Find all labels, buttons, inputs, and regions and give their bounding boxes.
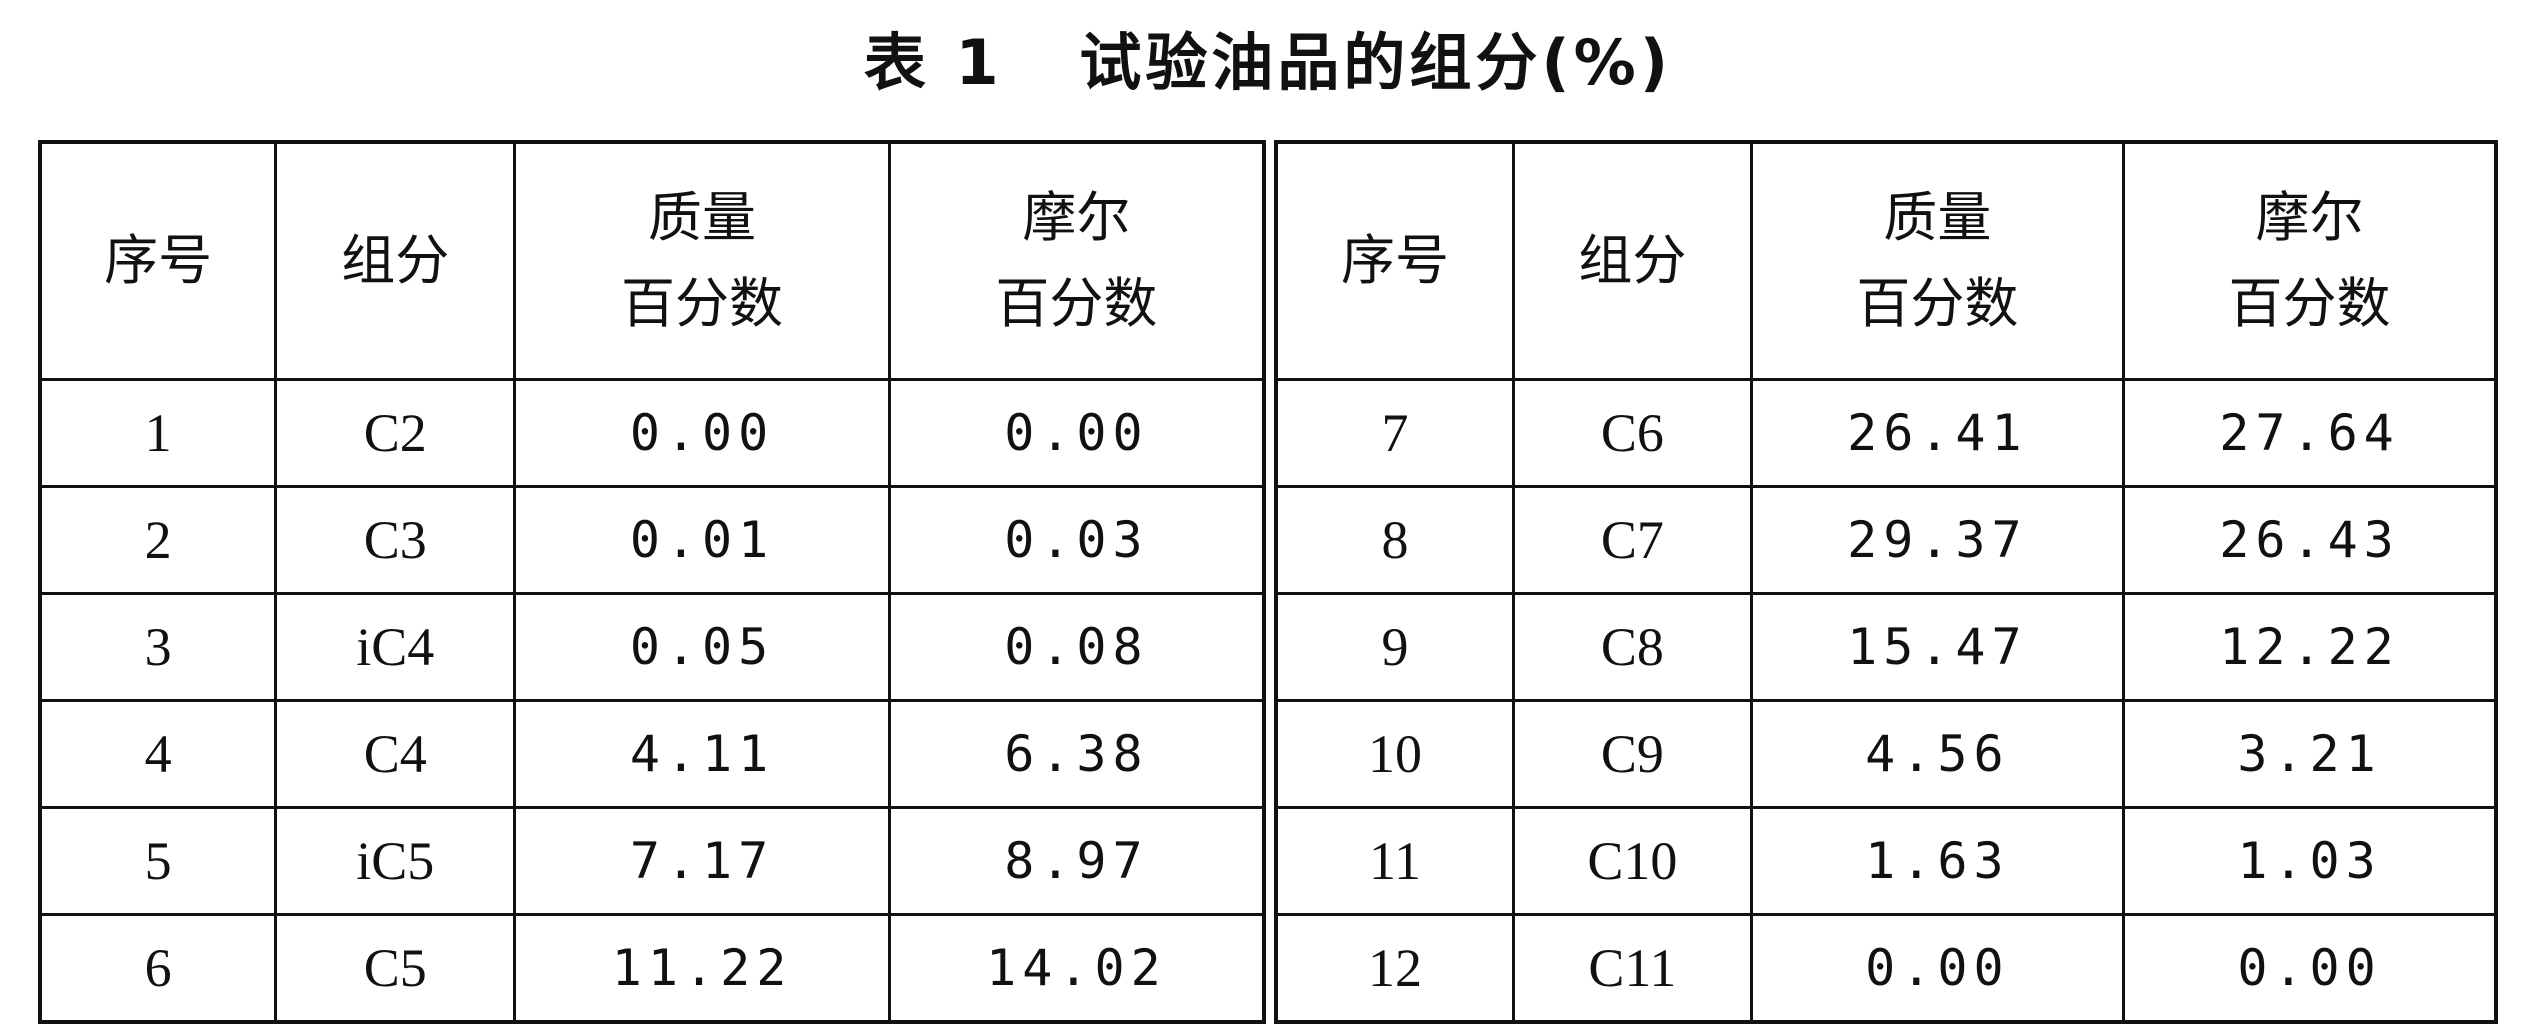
row-index: 6 xyxy=(38,913,278,1024)
header-row: 序号 组分 质量 百分数 摩尔 百分数 xyxy=(38,140,1266,381)
row-component: C5 xyxy=(274,913,517,1024)
row-index: 5 xyxy=(38,806,278,916)
row-index: 10 xyxy=(1274,699,1516,809)
row-index: 9 xyxy=(1274,592,1516,702)
row-mass-percent: 4.56 xyxy=(1749,699,2126,809)
row-molar-percent: 0.00 xyxy=(2122,913,2498,1024)
row-mass-percent: 11.22 xyxy=(513,913,891,1024)
table-row: 3 iC4 0.05 0.08 xyxy=(38,592,1266,702)
composition-table: 序号 组分 质量 百分数 摩尔 百分数 1 C2 0.00 0.00 2 xyxy=(38,140,2498,1024)
row-component: C3 xyxy=(274,485,517,595)
row-molar-percent: 0.00 xyxy=(887,378,1266,488)
table-row: 10 C9 4.56 3.21 xyxy=(1274,699,2498,809)
header-component: 组分 xyxy=(274,140,517,381)
row-molar-percent: 3.21 xyxy=(2122,699,2498,809)
row-mass-percent: 0.05 xyxy=(513,592,891,702)
row-mass-percent: 29.37 xyxy=(1749,485,2126,595)
table-row: 1 C2 0.00 0.00 xyxy=(38,378,1266,488)
row-index: 7 xyxy=(1274,378,1516,488)
row-index: 11 xyxy=(1274,806,1516,916)
table-row: 12 C11 0.00 0.00 xyxy=(1274,913,2498,1024)
table-divider xyxy=(1266,140,1274,1010)
table-title: 表 1 试验油品的组分(%) xyxy=(863,26,1673,99)
row-mass-percent: 1.63 xyxy=(1749,806,2126,916)
header-component: 组分 xyxy=(1512,140,1753,381)
row-index: 8 xyxy=(1274,485,1516,595)
row-mass-percent: 0.00 xyxy=(1749,913,2126,1024)
row-molar-percent: 1.03 xyxy=(2122,806,2498,916)
row-index: 4 xyxy=(38,699,278,809)
header-index: 序号 xyxy=(38,140,278,381)
row-component: C4 xyxy=(274,699,517,809)
row-molar-percent: 27.64 xyxy=(2122,378,2498,488)
table-row: 5 iC5 7.17 8.97 xyxy=(38,806,1266,916)
row-molar-percent: 6.38 xyxy=(887,699,1266,809)
row-index: 1 xyxy=(38,378,278,488)
row-mass-percent: 7.17 xyxy=(513,806,891,916)
composition-table-right: 序号 组分 质量 百分数 摩尔 百分数 7 C6 26.41 27.64 8 xyxy=(1274,140,2498,1024)
row-component: iC5 xyxy=(274,806,517,916)
header-molar-percent: 摩尔 百分数 xyxy=(2122,140,2498,381)
row-mass-percent: 26.41 xyxy=(1749,378,2126,488)
header-mass-percent: 质量 百分数 xyxy=(513,140,891,381)
row-index: 2 xyxy=(38,485,278,595)
table-row: 8 C7 29.37 26.43 xyxy=(1274,485,2498,595)
row-mass-percent: 0.01 xyxy=(513,485,891,595)
table-row: 6 C5 11.22 14.02 xyxy=(38,913,1266,1024)
header-index: 序号 xyxy=(1274,140,1516,381)
table-row: 9 C8 15.47 12.22 xyxy=(1274,592,2498,702)
row-index: 12 xyxy=(1274,913,1516,1024)
table-row: 2 C3 0.01 0.03 xyxy=(38,485,1266,595)
header-mass-percent: 质量 百分数 xyxy=(1749,140,2126,381)
table-row: 7 C6 26.41 27.64 xyxy=(1274,378,2498,488)
composition-table-left: 序号 组分 质量 百分数 摩尔 百分数 1 C2 0.00 0.00 2 xyxy=(38,140,1266,1024)
row-component: C10 xyxy=(1512,806,1753,916)
row-component: C9 xyxy=(1512,699,1753,809)
row-molar-percent: 0.03 xyxy=(887,485,1266,595)
header-row: 序号 组分 质量 百分数 摩尔 百分数 xyxy=(1274,140,2498,381)
table-row: 11 C10 1.63 1.03 xyxy=(1274,806,2498,916)
row-molar-percent: 26.43 xyxy=(2122,485,2498,595)
row-molar-percent: 12.22 xyxy=(2122,592,2498,702)
row-component: C2 xyxy=(274,378,517,488)
row-mass-percent: 4.11 xyxy=(513,699,891,809)
row-component: iC4 xyxy=(274,592,517,702)
row-molar-percent: 8.97 xyxy=(887,806,1266,916)
row-component: C11 xyxy=(1512,913,1753,1024)
row-index: 3 xyxy=(38,592,278,702)
row-mass-percent: 15.47 xyxy=(1749,592,2126,702)
row-component: C6 xyxy=(1512,378,1753,488)
header-molar-percent: 摩尔 百分数 xyxy=(887,140,1266,381)
row-molar-percent: 0.08 xyxy=(887,592,1266,702)
row-component: C8 xyxy=(1512,592,1753,702)
row-molar-percent: 14.02 xyxy=(887,913,1266,1024)
row-mass-percent: 0.00 xyxy=(513,378,891,488)
table-row: 4 C4 4.11 6.38 xyxy=(38,699,1266,809)
row-component: C7 xyxy=(1512,485,1753,595)
